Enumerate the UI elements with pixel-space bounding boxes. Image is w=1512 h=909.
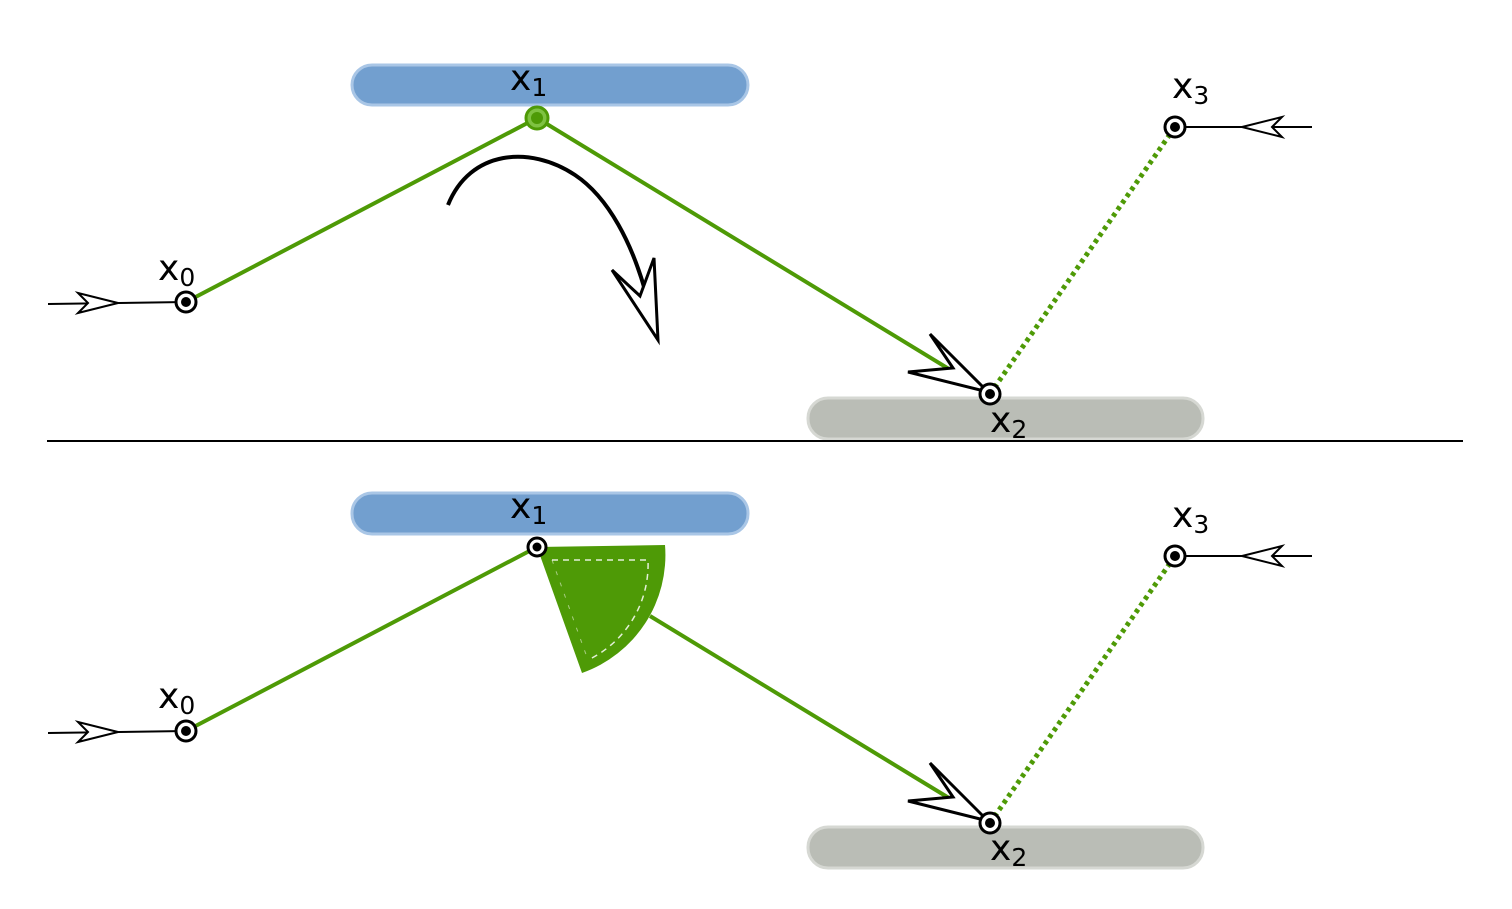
top-surface-x1 xyxy=(350,63,750,107)
top-incoming-arrowhead-x0 xyxy=(74,291,119,315)
top-label-x2: x2 xyxy=(990,400,1027,444)
top-label-x1: x1 xyxy=(510,58,547,102)
bottom-surface-x1 xyxy=(350,491,750,536)
bottom-surface-x2 xyxy=(806,825,1205,870)
bottom-incoming-arrowhead-x0 xyxy=(74,720,119,744)
bottom-segment-x1-x2 xyxy=(648,614,992,825)
bottom-vertex-x1 xyxy=(526,536,548,558)
top-segment-x2-x3 xyxy=(987,125,1178,396)
bottom-vertex-x3 xyxy=(1163,544,1187,568)
top-vertex-x3 xyxy=(1163,115,1187,139)
bottom-vertex-x0 xyxy=(174,719,198,743)
top-segment-x0-x1 xyxy=(185,116,538,304)
bottom-label-x3: x3 xyxy=(1172,495,1209,539)
bottom-label-x0: x0 xyxy=(158,676,195,720)
top-surface-x2 xyxy=(806,396,1205,441)
top-vertex-x1 xyxy=(524,105,550,131)
bottom-emitter-arrowhead-x3 xyxy=(1241,544,1286,568)
bottom-arrowhead-x2 xyxy=(907,761,993,824)
top-panel: x0 x1 x2 x3 xyxy=(47,58,1312,444)
bottom-label-x1: x1 xyxy=(510,486,547,530)
top-vertex-x0 xyxy=(174,290,198,314)
bottom-label-x2: x2 xyxy=(990,828,1027,872)
bottom-vertex-x2 xyxy=(978,811,1002,835)
bottom-bsdf-lobe xyxy=(537,545,666,673)
top-sampling-arrowhead xyxy=(610,257,660,346)
top-label-x0: x0 xyxy=(158,248,195,292)
bottom-segment-x0-x1 xyxy=(185,545,538,733)
top-sampling-arc xyxy=(446,154,654,319)
top-segment-x1-x2 xyxy=(535,116,992,396)
top-emitter-arrowhead-x3 xyxy=(1241,115,1286,139)
top-label-x3: x3 xyxy=(1172,66,1209,110)
top-vertex-x2 xyxy=(978,382,1002,406)
top-arrowhead-x2 xyxy=(907,332,993,395)
bottom-segment-x2-x3 xyxy=(987,554,1178,825)
bottom-panel: x0 x1 x2 x3 xyxy=(47,486,1312,872)
